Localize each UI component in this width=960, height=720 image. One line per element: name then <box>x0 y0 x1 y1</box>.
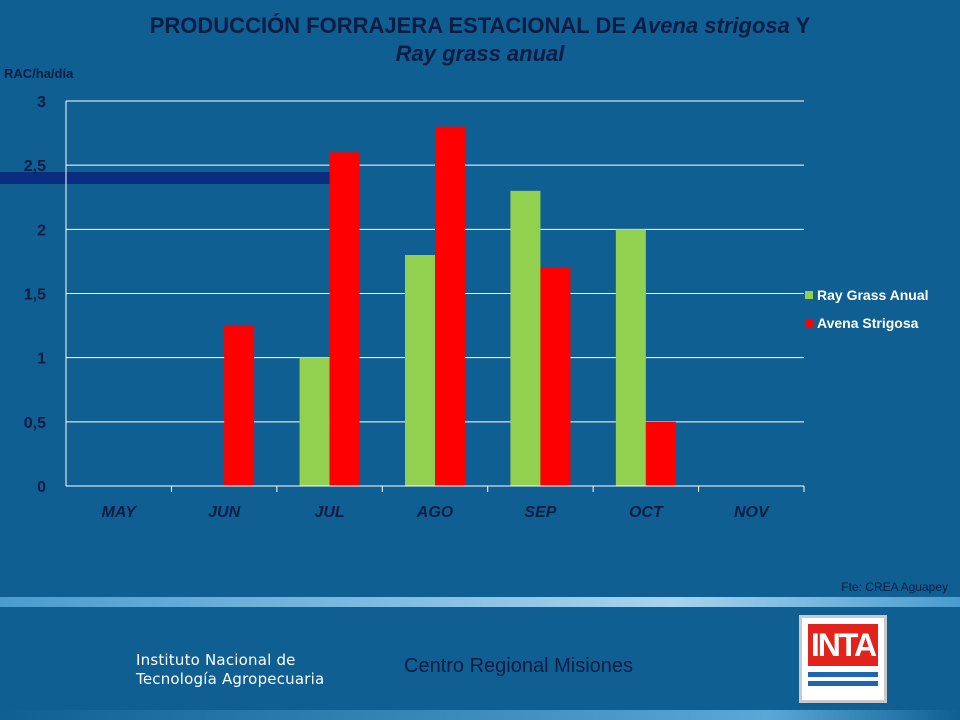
bar-chart: 0 0,5 1 1,5 2 2,5 3 MAY JUN JUL AGO SEP OCT NOV Ray Gr… <box>24 94 929 521</box>
x-tick-label: JUN <box>208 504 240 521</box>
accent-bar <box>0 172 332 184</box>
x-tick-label: OCT <box>629 504 664 521</box>
x-tick-label: MAY <box>102 504 138 521</box>
source-note: Fte: CREA Aguapey <box>841 580 948 594</box>
inta-logo: INTA <box>799 615 887 703</box>
y-tick-label: 2 <box>37 222 46 239</box>
y-tick-label: 2,5 <box>24 158 46 175</box>
title-prefix: PRODUCCIÓN FORRAJERA ESTACIONAL DE <box>149 13 633 38</box>
institution-line-1: Instituto Nacional de <box>136 651 296 669</box>
x-tick-label: AGO <box>416 504 454 521</box>
chart-title-line-2: Ray grass anual <box>0 40 960 68</box>
bar-ray-grass-anual <box>405 255 435 486</box>
bar-ray-grass-anual <box>510 190 541 487</box>
institution-line-2: Tecnología Agropecuaria <box>136 670 325 688</box>
institution-name: Instituto Nacional de Tecnología Agropec… <box>136 651 324 689</box>
inta-logo-wordmark: INTA <box>808 624 878 666</box>
bar-avena-strigosa <box>645 421 676 486</box>
bar-avena-strigosa <box>540 267 571 486</box>
title-species-raygrass: Ray grass anual <box>395 41 565 66</box>
bar-avena-strigosa <box>329 152 360 487</box>
bar-avena-strigosa <box>435 126 465 487</box>
inta-logo-stripe <box>808 681 878 686</box>
x-tick-label: SEP <box>524 504 556 521</box>
legend-label: Ray Grass Anual <box>817 287 929 303</box>
chart-title-line-1: PRODUCCIÓN FORRAJERA ESTACIONAL DE Avena… <box>0 12 960 40</box>
x-tick-label: NOV <box>734 504 770 521</box>
y-tick-label: 0,5 <box>24 415 46 432</box>
legend-swatch <box>805 291 813 299</box>
legend-label: Avena Strigosa <box>817 315 919 331</box>
bar-ray-grass-anual <box>299 357 330 486</box>
y-tick-label: 0 <box>37 479 46 496</box>
y-tick-label: 1 <box>37 351 46 368</box>
inta-logo-stripe <box>808 672 878 677</box>
bottom-stripe <box>0 710 960 720</box>
bar-avena-strigosa <box>224 325 255 486</box>
bar-ray-grass-anual <box>615 229 646 487</box>
legend-swatch <box>805 319 813 327</box>
footer-stripe <box>0 597 960 607</box>
regional-center-name: Centro Regional Misiones <box>404 655 634 677</box>
title-suffix: Y <box>789 13 811 38</box>
title-species-avena: Avena strigosa <box>632 13 790 38</box>
y-axis-label: RAC/ha/día <box>4 66 74 81</box>
y-tick-label: 3 <box>37 94 46 111</box>
y-tick-label: 1,5 <box>24 287 46 304</box>
x-tick-label: JUL <box>314 504 344 521</box>
